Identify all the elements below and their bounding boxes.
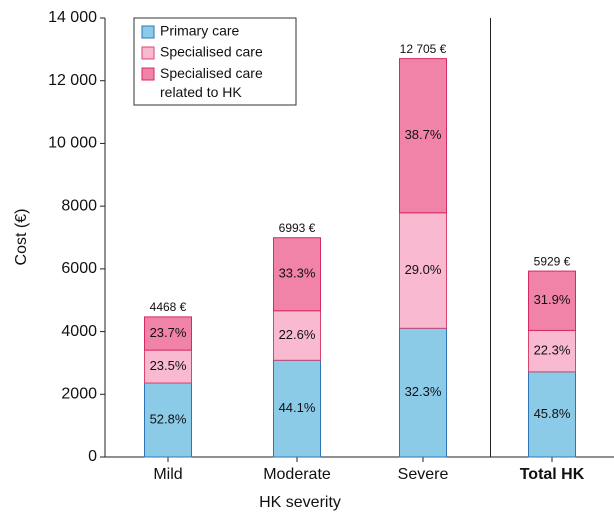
x-axis-label: HK severity (259, 494, 341, 511)
legend-swatch (141, 46, 155, 60)
y-axis-label: Cost (€) (13, 209, 30, 266)
total-label: 12 705 € (400, 42, 447, 56)
legend-label: Specialised care (160, 44, 263, 60)
bar-segment (399, 58, 447, 214)
segment-label: 22.6% (279, 327, 316, 342)
bar-segment (273, 310, 321, 361)
bar-segment (399, 327, 447, 458)
x-tick-label: Moderate (263, 466, 331, 483)
x-tick-label: Mild (153, 466, 182, 483)
segment-label: 45.8% (534, 406, 571, 421)
legend-label: Primary care (160, 23, 240, 39)
bar-segment (399, 212, 447, 329)
legend-box (133, 17, 297, 106)
y-tick-label: 14 000 (48, 9, 97, 26)
segment-label: 23.5% (150, 358, 187, 373)
bar-segment (528, 371, 576, 458)
total-label: 5929 € (534, 254, 571, 268)
y-tick-label: 4000 (61, 323, 97, 340)
total-label: 4468 € (150, 300, 187, 314)
segment-label: 38.7% (405, 127, 442, 142)
bar-segment (273, 237, 321, 312)
y-tick-label: 2000 (61, 386, 97, 403)
segment-label: 44.1% (279, 400, 316, 415)
bar-segment (144, 382, 192, 458)
y-tick-label: 12 000 (48, 72, 97, 89)
x-tick-label: Severe (398, 466, 449, 483)
segment-label: 33.3% (279, 266, 316, 281)
y-tick-label: 6000 (61, 260, 97, 277)
x-tick-label: Total HK (520, 466, 585, 483)
bar-segment (528, 270, 576, 331)
bar-segment (273, 359, 321, 458)
segment-label: 31.9% (534, 292, 571, 307)
y-tick-label: 8000 (61, 197, 97, 214)
legend-label: Specialised care related to HK (160, 65, 263, 100)
segment-label: 52.8% (150, 411, 187, 426)
legend-swatch (141, 67, 155, 81)
segment-label: 29.0% (405, 262, 442, 277)
y-tick-label: 0 (88, 448, 97, 465)
segment-label: 23.7% (150, 325, 187, 340)
y-tick-label: 10 000 (48, 135, 97, 152)
bar-segment (528, 329, 576, 373)
segment-label: 32.3% (405, 384, 442, 399)
total-label: 6993 € (279, 221, 316, 235)
bar-segment (144, 316, 192, 351)
segment-label: 22.3% (534, 343, 571, 358)
legend-swatch (141, 25, 155, 39)
